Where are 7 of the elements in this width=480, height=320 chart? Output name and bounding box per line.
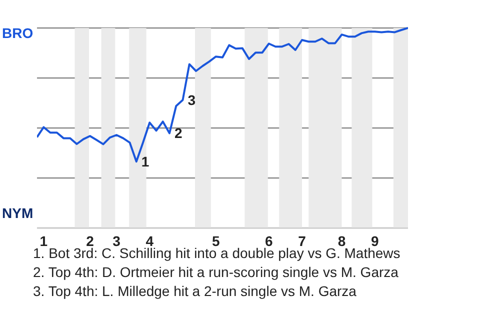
- text: NYM: [2, 205, 34, 221]
- annotation: 1: [141, 154, 150, 170]
- text: 3. Top 4th: L. Milledge hit a 2-run single vs M. Garza: [33, 282, 358, 301]
- text: 2. Top 4th: D. Ortmeier hit a run-scoring single vs M. Garza: [33, 263, 400, 282]
- text: BRO: [2, 25, 34, 41]
- annotation: 3: [188, 92, 196, 108]
- annotation: 2: [174, 125, 182, 142]
